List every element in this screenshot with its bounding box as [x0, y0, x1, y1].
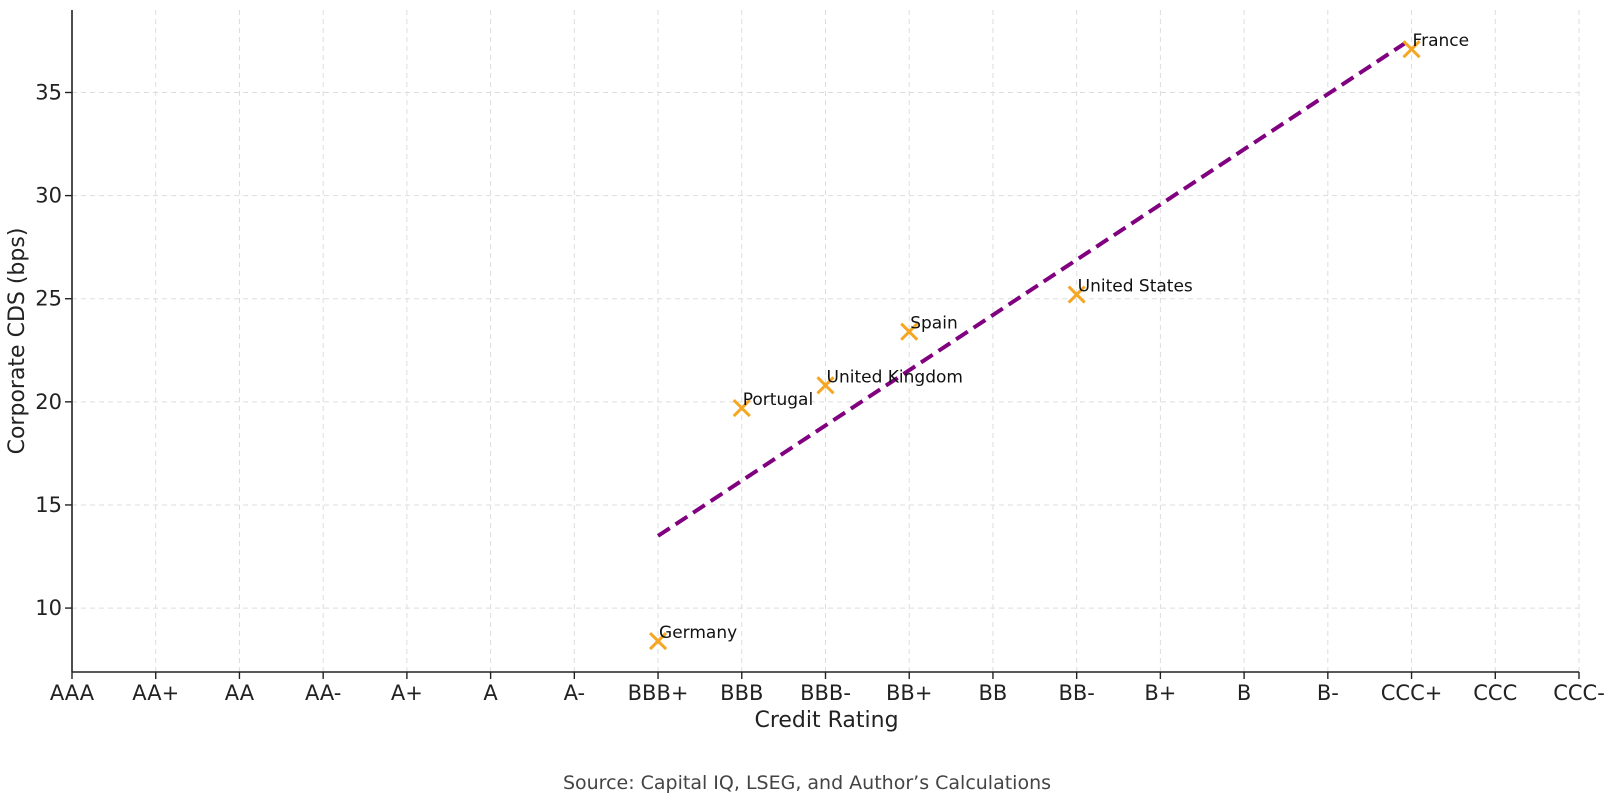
x-tick-label: CCC — [1473, 681, 1517, 705]
x-tick-label: BB+ — [886, 681, 932, 705]
point-marker — [900, 322, 919, 341]
trendline — [656, 37, 1413, 538]
point-label: Germany — [659, 623, 737, 643]
x-tick-label: B — [1237, 681, 1251, 705]
y-tick-label: 35 — [35, 80, 62, 104]
y-tick-label: 30 — [35, 184, 62, 208]
x-tick-label: A+ — [391, 681, 423, 705]
x-tick-label: BBB- — [800, 681, 851, 705]
x-tick-label: B- — [1317, 681, 1339, 705]
source-note: Source: Capital IQ, LSEG, and Author’s C… — [562, 772, 1052, 794]
x-tick-label: AAA — [50, 681, 95, 705]
x-tick-label: AA- — [305, 681, 341, 705]
x-tick-label: CCC+ — [1381, 681, 1443, 705]
x-tick-label: B+ — [1144, 681, 1176, 705]
x-tick-label: AA — [225, 681, 255, 705]
point-marker — [732, 398, 751, 418]
point-marker — [1402, 40, 1421, 59]
y-axis-title: Corporate CDS (bps) — [5, 228, 30, 455]
x-tick-label: BB- — [1058, 681, 1094, 705]
x-tick-label: BB — [979, 681, 1008, 705]
point-marker — [648, 632, 668, 651]
x-tick-label: AA+ — [132, 681, 179, 705]
x-tick-label: A — [483, 681, 498, 705]
x-tick-label: BBB — [720, 681, 763, 705]
x-tick-label: BBB+ — [628, 681, 689, 705]
point-marker — [1067, 285, 1086, 304]
y-tick-label: 25 — [35, 287, 62, 311]
x-tick-label: A- — [564, 681, 585, 705]
x-axis-title: Credit Rating — [754, 708, 898, 733]
y-tick-label: 10 — [35, 596, 62, 620]
point-label: Portugal — [743, 390, 813, 410]
point-marker — [816, 376, 835, 395]
point-label: United Kingdom — [827, 367, 963, 387]
point-label: France — [1413, 31, 1470, 51]
x-tick-label: CCC- — [1553, 681, 1605, 705]
point-label: Spain — [910, 314, 958, 334]
y-tick-label: 20 — [35, 390, 62, 414]
point-label: United States — [1078, 277, 1193, 297]
y-tick-label: 15 — [35, 493, 62, 517]
